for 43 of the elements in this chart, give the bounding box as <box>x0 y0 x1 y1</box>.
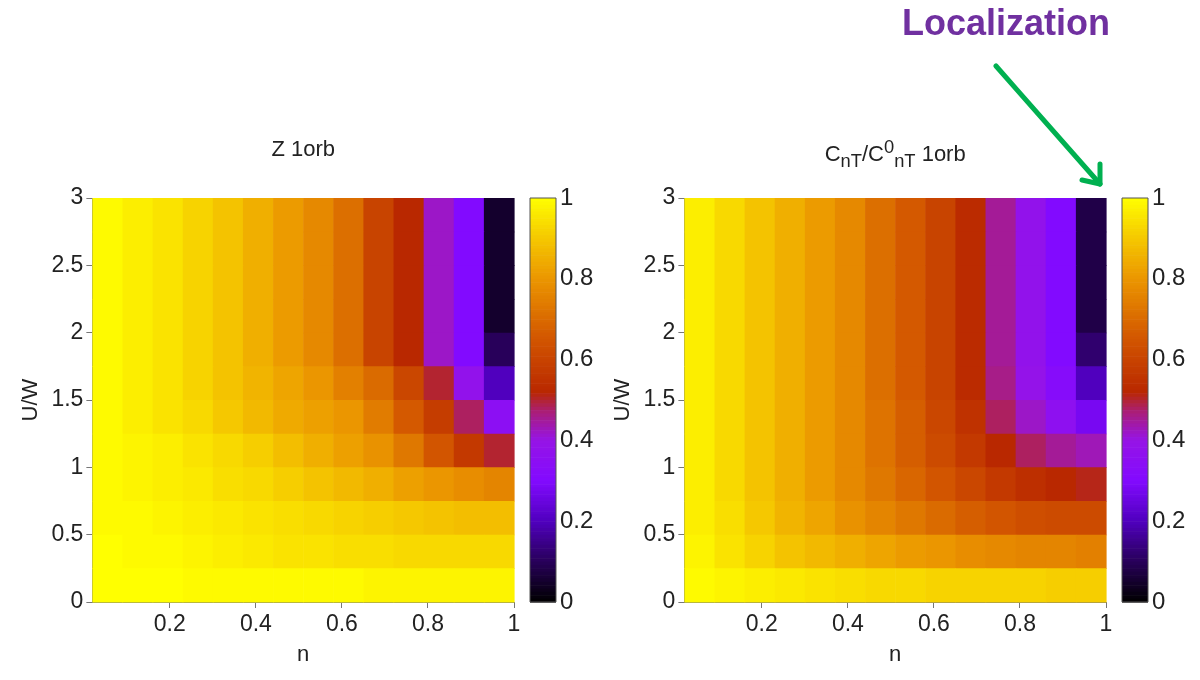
text: Localization <box>901 2 1111 44</box>
x-tick-label: 0.8 <box>1003 610 1036 637</box>
color-bar-label: 0 <box>1152 586 1166 614</box>
y-tick-label: 2.5 <box>643 250 676 277</box>
y-tick-label: 2 <box>662 318 676 345</box>
color-bar-label: 0.6 <box>1152 344 1186 372</box>
x-tick-label: 0.4 <box>239 610 273 637</box>
color-bar-label: 0.4 <box>1152 425 1186 453</box>
color-bar-label: 0.2 <box>560 505 594 533</box>
y-tick-label: 2.5 <box>51 250 84 277</box>
y-tick-label: 0 <box>662 587 676 614</box>
chart-title: C$_{nT}$/C$^{0}$$_{nT}$ 1orb <box>823 136 967 172</box>
y-axis-title: U/W <box>609 378 635 422</box>
x-tick-label: 0.6 <box>917 610 950 637</box>
color-bar-label: 1 <box>1152 182 1166 210</box>
chart-title: Z 1orb <box>270 136 336 162</box>
y-tick-label: 1 <box>70 452 84 479</box>
y-tick-label: 0 <box>70 587 84 614</box>
color-bar-label: 0.2 <box>1152 505 1186 533</box>
y-tick-label: 1 <box>662 452 676 479</box>
color-bar-label: 0.8 <box>560 263 594 291</box>
y-tick-label: 0.5 <box>51 520 84 547</box>
y-tick-label: 3 <box>70 183 84 210</box>
y-tick-label: 1.5 <box>51 385 84 412</box>
x-tick-label: 0.2 <box>153 610 186 637</box>
color-bar-label: 1 <box>560 182 574 210</box>
x-tick-label: 1 <box>1099 610 1113 637</box>
y-tick-label: 1.5 <box>643 385 676 412</box>
x-axis-title: n <box>297 640 310 666</box>
color-bar-label: 0.4 <box>560 425 594 453</box>
y-tick-label: 3 <box>662 183 676 210</box>
y-tick-label: 0.5 <box>643 520 676 547</box>
color-bar-label: 0.8 <box>1152 263 1186 291</box>
color-bar-label: 0 <box>560 586 574 614</box>
x-tick-label: 0.6 <box>325 610 358 637</box>
color-bar-label: 0.6 <box>560 344 594 372</box>
y-axis-title: U/W <box>17 378 43 422</box>
x-tick-label: 0.8 <box>411 610 444 637</box>
y-tick-label: 2 <box>70 318 84 345</box>
x-axis-title: n <box>889 640 902 666</box>
x-tick-label: 1 <box>507 610 521 637</box>
x-tick-label: 0.4 <box>831 610 865 637</box>
x-tick-label: 0.2 <box>745 610 778 637</box>
